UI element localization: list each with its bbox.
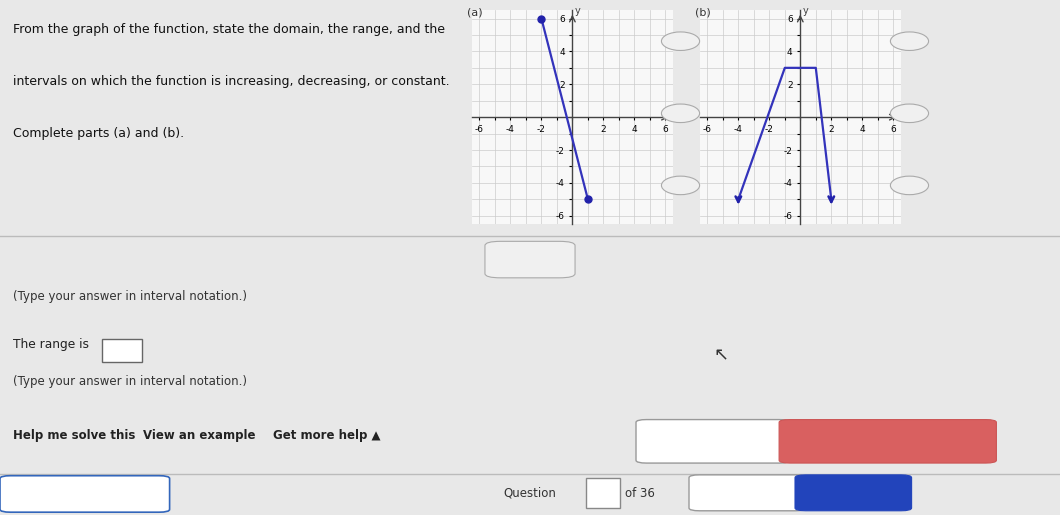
Text: Help me solve this: Help me solve this [13,430,135,442]
Text: (a): (a) [467,7,482,17]
Text: ◄ Back: ◄ Back [726,486,768,500]
Text: From the graph of the function, state the domain, the range, and the: From the graph of the function, state th… [13,24,445,37]
FancyBboxPatch shape [636,420,790,463]
Text: The range is: The range is [13,338,89,351]
Text: ···: ··· [525,254,535,265]
FancyBboxPatch shape [484,242,575,278]
Text: x: x [669,104,674,114]
Text: Clear all: Clear all [688,435,738,448]
Text: ↖: ↖ [713,346,728,364]
Text: y: y [802,6,809,15]
FancyBboxPatch shape [0,476,170,512]
FancyBboxPatch shape [779,420,996,463]
FancyBboxPatch shape [795,475,912,511]
Text: Complete parts (a) and (b).: Complete parts (a) and (b). [13,127,183,140]
Text: 3: 3 [600,486,606,500]
Text: (Type your answer in interval notation.): (Type your answer in interval notation.) [13,375,247,388]
Text: x: x [897,104,902,114]
Text: (b): (b) [695,7,710,17]
Text: y: y [575,6,581,15]
FancyBboxPatch shape [689,475,806,511]
Text: Get more help ▲: Get more help ▲ [273,430,381,442]
Text: Question: Question [504,487,556,500]
Text: Review Progress: Review Progress [30,488,140,501]
Text: Next ►: Next ► [831,486,876,500]
Text: Check answer: Check answer [842,435,934,448]
Text: (Type your answer in interval notation.): (Type your answer in interval notation.) [13,290,247,303]
Text: View an example: View an example [143,430,255,442]
Bar [102,339,142,362]
Bar [586,478,620,508]
Text: intervals on which the function is increasing, decreasing, or constant.: intervals on which the function is incre… [13,75,449,88]
Text: of 36: of 36 [625,487,655,500]
